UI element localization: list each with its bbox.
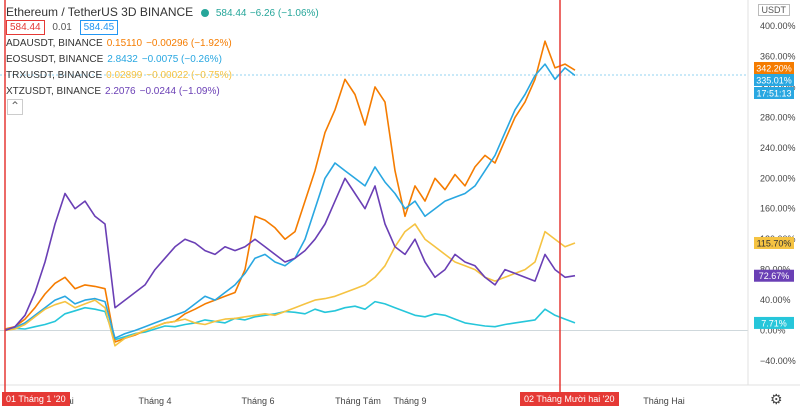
- gear-icon[interactable]: ⚙: [770, 391, 783, 407]
- legend-row[interactable]: XTZUSDT, BINANCE 2.2076 −0.0244 (−1.09%): [6, 84, 319, 100]
- series-line-xtzusdt: [4, 177, 576, 332]
- last-value-bg: [754, 62, 794, 74]
- main-title: Ethereum / TetherUS 3D BINANCE: [6, 5, 194, 19]
- last-value-bg: [754, 236, 794, 249]
- legend-symbol: XTZUSDT, BINANCE: [6, 86, 102, 97]
- last-value-bg: [754, 74, 794, 86]
- legend-price: 0.02899: [106, 70, 143, 81]
- ask-price[interactable]: 584.45: [79, 20, 119, 35]
- bid-ask-row: 584.44 0.01 584.45: [6, 20, 319, 36]
- last-value-tag: 342.20%: [754, 62, 794, 74]
- legend-symbol: EOSUSDT, BINANCE: [6, 54, 104, 65]
- legend-row[interactable]: EOSUSDT, BINANCE 2.8432 −0.0075 (−0.26%): [6, 52, 319, 68]
- y-tick-label: 0.00%: [760, 326, 786, 336]
- legend-symbol: TRXUSDT, BINANCE: [6, 70, 103, 81]
- last-value-label: 342.20%: [756, 64, 792, 74]
- start-date-flag: 01 Tháng 1 '20: [2, 392, 70, 406]
- y-tick-label: 320.00%: [760, 82, 796, 92]
- x-tick-label: Tháng 4: [138, 396, 171, 406]
- last-value-bg: [754, 316, 794, 329]
- y-tick-label: 240.00%: [760, 143, 796, 153]
- series-line-eosusdt: [4, 63, 576, 340]
- legend-symbol: ADAUSDT, BINANCE: [6, 38, 103, 49]
- legend-price: 0.15110: [106, 38, 143, 49]
- market-dot-icon: [200, 8, 209, 17]
- main-title-row: Ethereum / TetherUS 3D BINANCE 584.44 −6…: [6, 4, 319, 20]
- spread: 0.01: [52, 22, 72, 33]
- countdown-bg: [754, 87, 794, 99]
- x-tick-label: Tháng 9: [393, 396, 426, 406]
- legend-row[interactable]: ADAUSDT, BINANCE 0.15110 −0.00296 (−1.92%): [6, 36, 319, 52]
- last-value-label: 72.67%: [759, 271, 790, 281]
- x-tick-label: Tháng 6: [241, 396, 274, 406]
- last-value-tag: 7.71%: [754, 316, 794, 329]
- legend-price: 2.2076: [105, 86, 136, 97]
- last-value-label: 115.70%: [757, 238, 792, 248]
- y-tick-label: 160.00%: [760, 204, 796, 214]
- y-tick-label: 280.00%: [760, 112, 796, 122]
- last-value-label: 7.71%: [761, 318, 787, 328]
- y-tick-label: 400.00%: [760, 21, 796, 31]
- legend-change: −0.0244 (−1.09%): [139, 86, 220, 97]
- last-value-tag: 335.01%: [754, 74, 794, 86]
- currency-label[interactable]: USDT: [757, 4, 790, 16]
- series-line-ethusdt: [4, 300, 576, 341]
- legend-change: −0.00022 (−0.75%): [146, 70, 232, 81]
- countdown-label: 17:51:13: [756, 89, 791, 99]
- main-change: −6.26 (−1.06%): [249, 8, 319, 19]
- y-tick-label: 200.00%: [760, 173, 796, 183]
- legend: Ethereum / TetherUS 3D BINANCE 584.44 −6…: [6, 4, 319, 100]
- series-line-adausdt: [4, 40, 576, 343]
- last-value-tag: 115.70%: [754, 236, 794, 249]
- main-price: 584.44: [215, 8, 247, 19]
- legend-price: 2.8432: [107, 54, 138, 65]
- countdown-tag: 17:51:13: [754, 87, 794, 99]
- chevron-up-icon: ⌃: [9, 99, 21, 113]
- legend-change: −0.00296 (−1.92%): [146, 38, 232, 49]
- last-value-bg: [754, 269, 794, 282]
- legend-rows: ADAUSDT, BINANCE 0.15110 −0.00296 (−1.92%)…: [6, 36, 319, 100]
- last-value-label: 335.01%: [756, 76, 792, 86]
- collapse-legend-button[interactable]: ⌃: [7, 99, 23, 115]
- legend-change: −0.0075 (−0.26%): [141, 54, 222, 65]
- y-tick-label: 40.00%: [760, 295, 791, 305]
- x-tick-label: Tháng Tám: [335, 396, 381, 406]
- y-tick-label: 360.00%: [760, 51, 796, 61]
- y-tick-label: −40.00%: [760, 356, 796, 366]
- y-tick-label: 80.00%: [760, 265, 791, 275]
- series-line-trxusdt: [4, 223, 576, 347]
- bid-price[interactable]: 584.44: [6, 20, 45, 35]
- last-value-tag: 72.67%: [754, 269, 794, 282]
- legend-row[interactable]: TRXUSDT, BINANCE 0.02899 −0.00022 (−0.75%): [6, 68, 319, 84]
- end-date-flag: 02 Tháng Mười hai '20: [520, 392, 619, 406]
- x-tick-label: Tháng Hai: [643, 396, 685, 406]
